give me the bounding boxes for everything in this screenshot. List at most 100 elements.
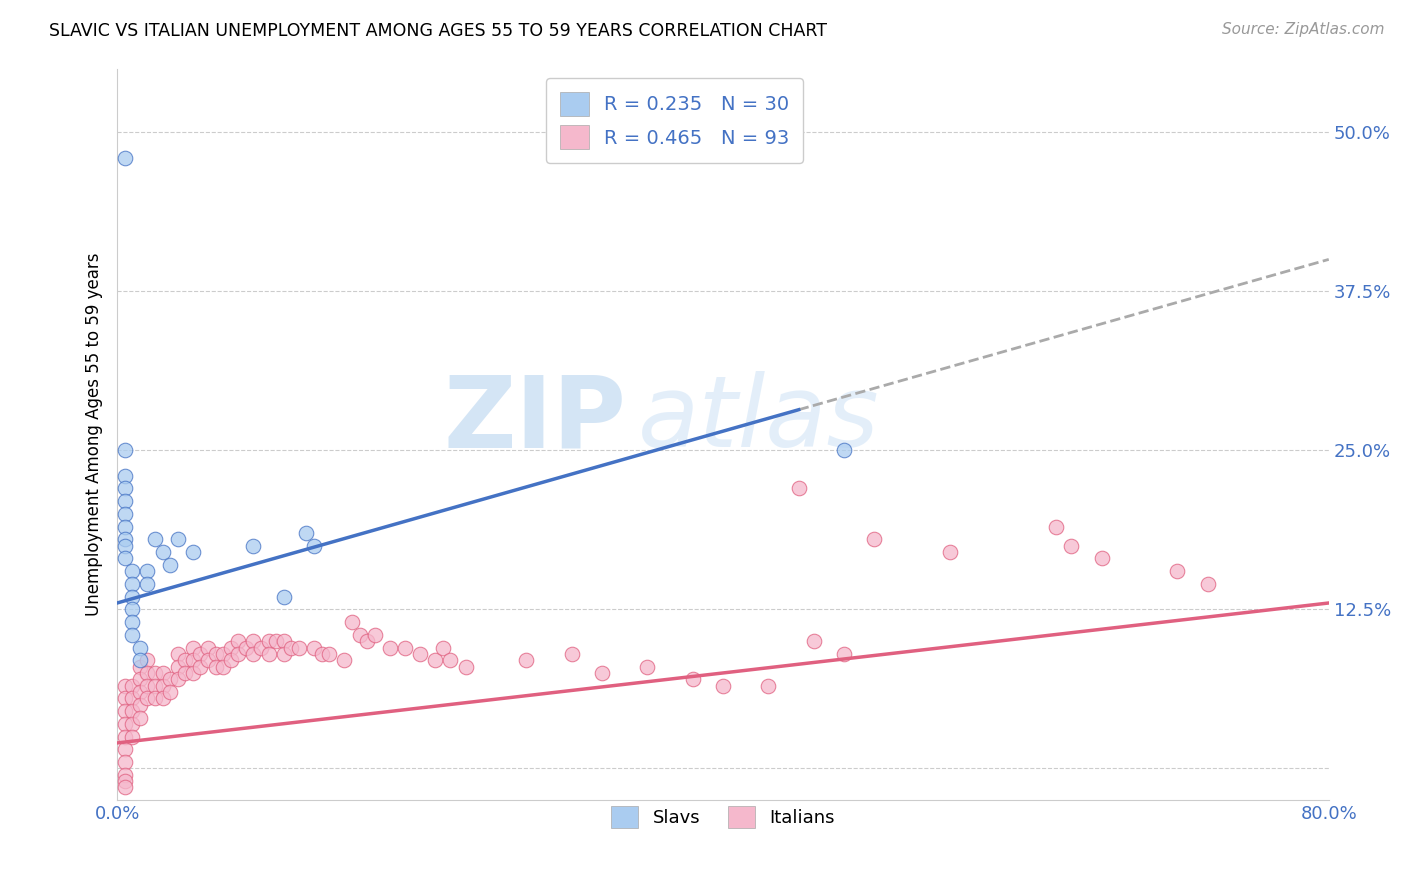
Point bbox=[228, 634, 250, 648]
Point bbox=[114, 717, 136, 731]
Point bbox=[114, 551, 136, 566]
Point bbox=[264, 634, 287, 648]
Point bbox=[166, 533, 188, 547]
Point bbox=[340, 615, 363, 629]
Point bbox=[121, 564, 143, 578]
Point bbox=[166, 659, 188, 673]
Point bbox=[636, 659, 658, 673]
Text: SLAVIC VS ITALIAN UNEMPLOYMENT AMONG AGES 55 TO 59 YEARS CORRELATION CHART: SLAVIC VS ITALIAN UNEMPLOYMENT AMONG AGE… bbox=[49, 22, 827, 40]
Point bbox=[114, 519, 136, 533]
Point bbox=[114, 533, 136, 547]
Point bbox=[212, 647, 235, 661]
Point bbox=[454, 659, 477, 673]
Point bbox=[425, 653, 447, 667]
Point bbox=[560, 647, 582, 661]
Point bbox=[181, 653, 204, 667]
Point bbox=[152, 545, 174, 559]
Point bbox=[114, 780, 136, 795]
Point bbox=[114, 679, 136, 693]
Point bbox=[121, 628, 143, 642]
Point bbox=[129, 640, 152, 655]
Point bbox=[711, 679, 734, 693]
Point bbox=[129, 653, 152, 667]
Point bbox=[166, 673, 188, 687]
Point bbox=[152, 679, 174, 693]
Point bbox=[159, 558, 181, 572]
Point bbox=[181, 640, 204, 655]
Point bbox=[273, 590, 295, 604]
Point bbox=[136, 653, 159, 667]
Point bbox=[129, 710, 152, 724]
Point bbox=[152, 665, 174, 680]
Point bbox=[114, 691, 136, 706]
Point bbox=[250, 640, 273, 655]
Y-axis label: Unemployment Among Ages 55 to 59 years: Unemployment Among Ages 55 to 59 years bbox=[86, 252, 103, 616]
Point bbox=[280, 640, 302, 655]
Point bbox=[832, 443, 855, 458]
Point bbox=[121, 717, 143, 731]
Point bbox=[242, 539, 264, 553]
Point bbox=[787, 482, 810, 496]
Point bbox=[295, 526, 318, 541]
Point bbox=[129, 673, 152, 687]
Point bbox=[136, 691, 159, 706]
Point bbox=[114, 151, 136, 165]
Point bbox=[129, 685, 152, 699]
Point bbox=[121, 704, 143, 718]
Point bbox=[758, 679, 780, 693]
Point bbox=[190, 647, 212, 661]
Point bbox=[166, 647, 188, 661]
Point bbox=[863, 533, 886, 547]
Point bbox=[515, 653, 537, 667]
Point bbox=[333, 653, 356, 667]
Point bbox=[288, 640, 311, 655]
Point bbox=[204, 659, 226, 673]
Point bbox=[394, 640, 416, 655]
Point bbox=[349, 628, 371, 642]
Point bbox=[1090, 551, 1112, 566]
Point bbox=[432, 640, 454, 655]
Point bbox=[235, 640, 257, 655]
Point bbox=[181, 665, 204, 680]
Point bbox=[121, 615, 143, 629]
Point bbox=[302, 640, 325, 655]
Text: atlas: atlas bbox=[638, 371, 880, 468]
Point bbox=[174, 653, 197, 667]
Text: ZIP: ZIP bbox=[443, 371, 626, 468]
Point bbox=[159, 685, 181, 699]
Point bbox=[121, 691, 143, 706]
Point bbox=[190, 659, 212, 673]
Point bbox=[114, 539, 136, 553]
Point bbox=[378, 640, 401, 655]
Point bbox=[114, 755, 136, 769]
Point bbox=[682, 673, 704, 687]
Point bbox=[1166, 564, 1188, 578]
Point bbox=[197, 653, 219, 667]
Point bbox=[273, 634, 295, 648]
Point bbox=[356, 634, 378, 648]
Point bbox=[114, 704, 136, 718]
Point bbox=[939, 545, 962, 559]
Point bbox=[1060, 539, 1083, 553]
Point bbox=[181, 545, 204, 559]
Point bbox=[114, 730, 136, 744]
Point bbox=[219, 653, 242, 667]
Point bbox=[159, 673, 181, 687]
Point bbox=[318, 647, 340, 661]
Point bbox=[197, 640, 219, 655]
Point bbox=[1197, 577, 1219, 591]
Point bbox=[212, 659, 235, 673]
Point bbox=[242, 647, 264, 661]
Point bbox=[121, 602, 143, 616]
Point bbox=[121, 590, 143, 604]
Point bbox=[136, 577, 159, 591]
Point bbox=[136, 665, 159, 680]
Legend: Slavs, Italians: Slavs, Italians bbox=[605, 798, 842, 835]
Point bbox=[121, 577, 143, 591]
Point bbox=[1045, 519, 1067, 533]
Point bbox=[114, 482, 136, 496]
Point bbox=[832, 647, 855, 661]
Point bbox=[129, 698, 152, 712]
Point bbox=[257, 647, 280, 661]
Point bbox=[114, 774, 136, 789]
